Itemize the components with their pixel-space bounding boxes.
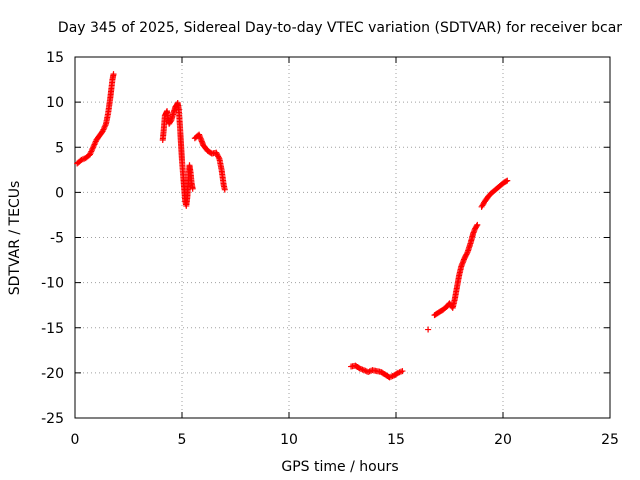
chart-title: Day 345 of 2025, Sidereal Day-to-day VTE… (58, 20, 622, 36)
data-point (110, 71, 117, 78)
y-axis-label: SDTVAR / TECUs (7, 181, 23, 296)
y-tick-label: 5 (55, 140, 64, 156)
data-point (425, 326, 432, 333)
y-axis: -25 -20 -15 -10 -5 0 5 10 15 (41, 50, 610, 427)
x-tick-label: 20 (494, 432, 512, 448)
y-tick-label: 15 (46, 50, 64, 66)
y-tick-label: -15 (41, 321, 64, 337)
y-tick-label: -10 (41, 276, 64, 292)
data-point (221, 186, 228, 193)
x-axis: 0 5 10 15 20 25 (71, 57, 619, 448)
data-point (473, 223, 480, 230)
y-tick-label: -5 (50, 231, 64, 247)
data-point (167, 118, 174, 125)
data-point (215, 154, 222, 161)
data-points (74, 71, 511, 381)
y-tick-label: 0 (55, 185, 64, 201)
x-axis-label: GPS time / hours (281, 459, 398, 475)
x-tick-label: 5 (178, 432, 187, 448)
y-tick-label: 10 (46, 95, 64, 111)
data-point (189, 185, 196, 192)
data-point (503, 178, 510, 185)
data-point (366, 368, 373, 375)
x-tick-label: 0 (71, 432, 80, 448)
grid-lines (75, 57, 610, 418)
x-tick-label: 25 (601, 432, 619, 448)
x-tick-label: 15 (387, 432, 405, 448)
y-tick-label: -25 (41, 411, 64, 427)
data-point (464, 250, 471, 257)
x-tick-label: 10 (280, 432, 298, 448)
data-point (504, 177, 511, 184)
data-point (474, 221, 481, 228)
y-tick-label: -20 (41, 366, 64, 382)
data-point (399, 368, 406, 375)
